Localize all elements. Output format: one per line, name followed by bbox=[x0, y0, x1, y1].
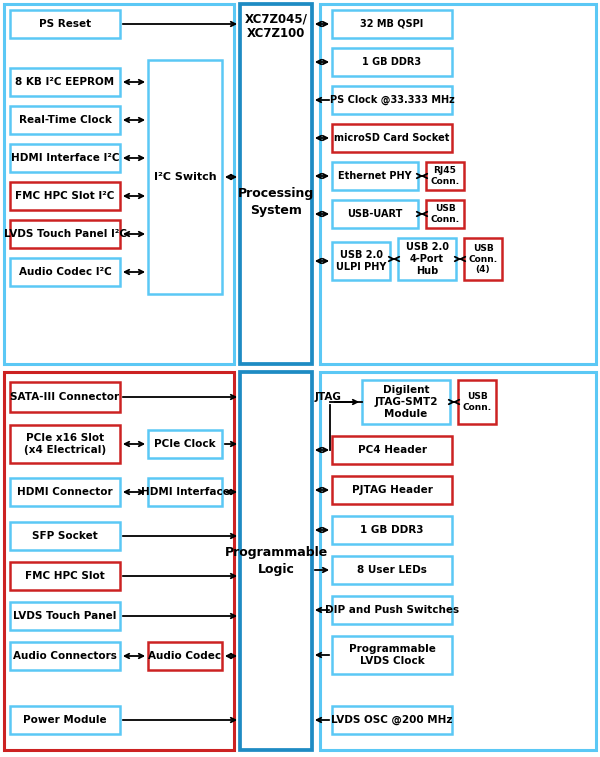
Bar bbox=[332, 436, 452, 464]
Text: SFP Socket: SFP Socket bbox=[32, 531, 98, 541]
Bar bbox=[4, 4, 234, 364]
Bar bbox=[332, 124, 452, 152]
Text: USB 2.0
4-Port
Hub: USB 2.0 4-Port Hub bbox=[406, 242, 449, 276]
Text: PS Clock @33.333 MHz: PS Clock @33.333 MHz bbox=[329, 95, 454, 105]
Bar bbox=[240, 4, 312, 364]
Bar bbox=[332, 556, 452, 584]
Bar bbox=[148, 60, 222, 294]
Bar bbox=[332, 162, 418, 190]
Bar bbox=[10, 425, 120, 463]
Text: 8 User LEDs: 8 User LEDs bbox=[357, 565, 427, 575]
Text: HDMI Interface I²C: HDMI Interface I²C bbox=[11, 153, 119, 163]
Bar bbox=[240, 372, 312, 750]
Bar bbox=[10, 220, 120, 248]
Bar bbox=[458, 380, 496, 424]
Bar bbox=[10, 144, 120, 172]
Text: LVDS Touch Panel I²C: LVDS Touch Panel I²C bbox=[4, 229, 127, 239]
Text: PS Reset: PS Reset bbox=[39, 19, 91, 29]
Bar bbox=[10, 182, 120, 210]
Text: Programmable
Logic: Programmable Logic bbox=[224, 546, 328, 576]
Text: Real-Time Clock: Real-Time Clock bbox=[19, 115, 112, 125]
Bar bbox=[10, 382, 120, 412]
Text: PJTAG Header: PJTAG Header bbox=[352, 485, 433, 495]
Text: USB
Conn.
(4): USB Conn. (4) bbox=[469, 244, 497, 274]
Text: FMC HPC Slot I²C: FMC HPC Slot I²C bbox=[16, 191, 115, 201]
Bar bbox=[10, 706, 120, 734]
Text: HDMI Connector: HDMI Connector bbox=[17, 487, 113, 497]
Text: LVDS Touch Panel: LVDS Touch Panel bbox=[13, 611, 116, 621]
Text: Programmable
LVDS Clock: Programmable LVDS Clock bbox=[349, 644, 436, 666]
Bar bbox=[148, 478, 222, 506]
Text: 1 GB DDR3: 1 GB DDR3 bbox=[360, 525, 424, 535]
Bar bbox=[10, 10, 120, 38]
Bar bbox=[426, 162, 464, 190]
Text: XC7Z045/
XC7Z100: XC7Z045/ XC7Z100 bbox=[245, 12, 307, 40]
Bar bbox=[398, 238, 456, 280]
Bar bbox=[10, 106, 120, 134]
Bar bbox=[332, 596, 452, 624]
Bar bbox=[332, 200, 418, 228]
Text: JTAG: JTAG bbox=[314, 392, 341, 402]
Text: FMC HPC Slot: FMC HPC Slot bbox=[25, 571, 105, 581]
Bar bbox=[10, 642, 120, 670]
Bar bbox=[148, 642, 222, 670]
Text: Power Module: Power Module bbox=[23, 715, 107, 725]
Text: USB
Conn.: USB Conn. bbox=[430, 204, 460, 224]
Text: PCIe Clock: PCIe Clock bbox=[154, 439, 216, 449]
Bar bbox=[320, 4, 596, 364]
Bar bbox=[332, 516, 452, 544]
Bar bbox=[464, 238, 502, 280]
Bar bbox=[10, 522, 120, 550]
Text: Digilent
JTAG-SMT2
Module: Digilent JTAG-SMT2 Module bbox=[374, 385, 438, 419]
Text: Processing
System: Processing System bbox=[238, 187, 314, 217]
Bar bbox=[320, 372, 596, 750]
Text: 8 KB I²C EEPROM: 8 KB I²C EEPROM bbox=[16, 77, 115, 87]
Text: Audio Codec I²C: Audio Codec I²C bbox=[19, 267, 112, 277]
Text: microSD Card Socket: microSD Card Socket bbox=[334, 133, 449, 143]
Text: RJ45
Conn.: RJ45 Conn. bbox=[430, 167, 460, 185]
Bar bbox=[4, 372, 234, 750]
Bar bbox=[10, 602, 120, 630]
Bar bbox=[332, 706, 452, 734]
Text: PCIe x16 Slot
(x4 Electrical): PCIe x16 Slot (x4 Electrical) bbox=[24, 433, 106, 455]
Text: 32 MB QSPI: 32 MB QSPI bbox=[361, 19, 424, 29]
Text: DIP and Push Switches: DIP and Push Switches bbox=[325, 605, 459, 615]
Text: USB-UART: USB-UART bbox=[347, 209, 403, 219]
Text: USB
Conn.: USB Conn. bbox=[463, 392, 491, 412]
Text: Audio Connectors: Audio Connectors bbox=[13, 651, 117, 661]
Text: 1 GB DDR3: 1 GB DDR3 bbox=[362, 57, 422, 67]
Bar bbox=[148, 430, 222, 458]
Bar bbox=[332, 48, 452, 76]
Text: Ethernet PHY: Ethernet PHY bbox=[338, 171, 412, 181]
Text: LVDS OSC @200 MHz: LVDS OSC @200 MHz bbox=[331, 715, 453, 725]
Bar bbox=[10, 68, 120, 96]
Text: HDMI Interface: HDMI Interface bbox=[140, 487, 229, 497]
Text: I²C Switch: I²C Switch bbox=[154, 172, 217, 182]
Bar bbox=[332, 242, 390, 280]
Text: PC4 Header: PC4 Header bbox=[358, 445, 427, 455]
Bar bbox=[362, 380, 450, 424]
Bar bbox=[10, 562, 120, 590]
Bar bbox=[10, 478, 120, 506]
Bar bbox=[332, 476, 452, 504]
Bar bbox=[426, 200, 464, 228]
Text: SATA-III Connector: SATA-III Connector bbox=[10, 392, 119, 402]
Bar bbox=[10, 258, 120, 286]
Bar bbox=[332, 636, 452, 674]
Bar bbox=[332, 10, 452, 38]
Bar bbox=[332, 86, 452, 114]
Text: USB 2.0
ULPI PHY: USB 2.0 ULPI PHY bbox=[336, 251, 386, 272]
Text: Audio Codec: Audio Codec bbox=[148, 651, 221, 661]
